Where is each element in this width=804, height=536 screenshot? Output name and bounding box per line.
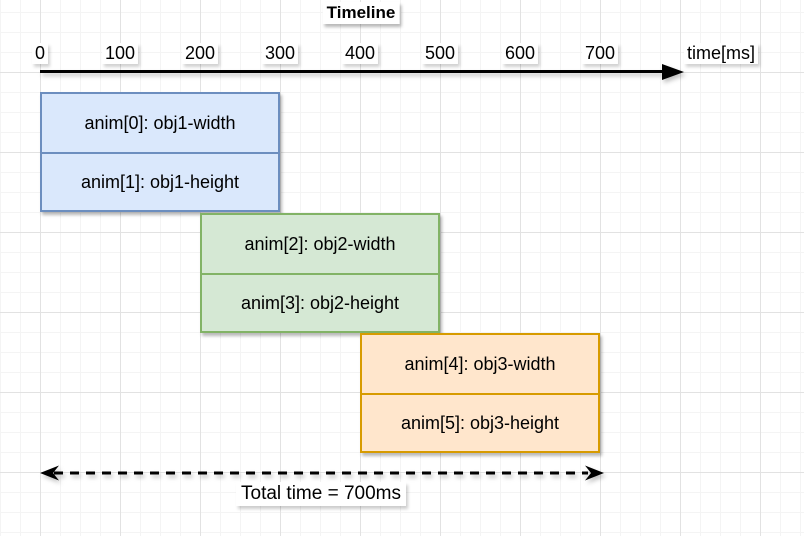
animation-bar: anim[3]: obj2-height — [202, 273, 438, 331]
diagram-title: Timeline — [322, 2, 400, 24]
axis-tick-label: 300 — [261, 43, 299, 64]
axis-arrowhead-icon — [662, 64, 684, 80]
animation-bar: anim[2]: obj2-width — [244, 233, 396, 254]
total-span-arrow — [40, 465, 604, 481]
axis-tick-label: 500 — [421, 43, 459, 64]
animation-bar-group: anim[2]: obj2-width anim[3]: obj2-height — [200, 213, 440, 333]
axis-tick-label: 400 — [341, 43, 379, 64]
right-arrowhead-icon — [585, 465, 604, 481]
animation-bar-group: anim[4]: obj3-width anim[5]: obj3-height — [360, 333, 600, 453]
axis-tick-label: 100 — [101, 43, 139, 64]
animation-bar-group: anim[0]: obj1-width anim[1]: obj1-height — [40, 92, 280, 212]
axis-unit-label: time[ms] — [683, 43, 759, 64]
animation-bar: anim[0]: obj1-width — [84, 112, 236, 133]
axis-line — [40, 70, 664, 73]
axis-tick-label: 200 — [181, 43, 219, 64]
animation-bar: anim[4]: obj3-width — [404, 353, 556, 374]
axis-tick-label: 700 — [581, 43, 619, 64]
axis-tick-label: 600 — [501, 43, 539, 64]
animation-bar: anim[1]: obj1-height — [42, 152, 278, 210]
axis-tick-label: 0 — [31, 43, 49, 64]
total-time-label: Total time = 700ms — [236, 482, 406, 506]
left-arrowhead-icon — [40, 465, 59, 481]
animation-bar: anim[5]: obj3-height — [362, 393, 598, 451]
